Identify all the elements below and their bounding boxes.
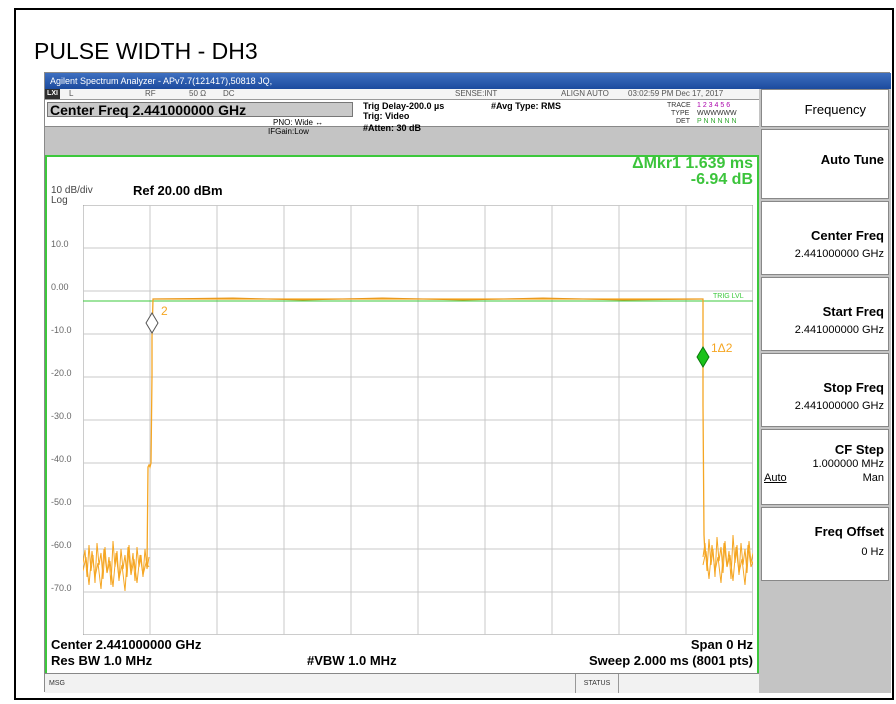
- align-label: ALIGN AUTO: [561, 89, 609, 98]
- plot-panel: ΔMkr1 1.639 ms -6.94 dB 10 dB/div Log Re…: [45, 155, 759, 693]
- info-bar: LXI L RF 50 Ω DC SENSE:INT ALIGN AUTO 03…: [45, 89, 759, 136]
- stop-freq-softkey[interactable]: Stop Freq 2.441000000 GHz: [761, 353, 889, 427]
- datetime-label: 03:02:59 PM Dec 17, 2017: [628, 89, 724, 98]
- sense-label: SENSE:INT: [455, 89, 498, 98]
- stop-freq-label: Stop Freq: [823, 380, 884, 395]
- freq-offset-value: 0 Hz: [861, 546, 884, 558]
- cf-step-auto-option[interactable]: Auto: [764, 472, 787, 484]
- y-tick-label: -20.0: [51, 368, 72, 378]
- input-l-label: L: [69, 89, 74, 98]
- menu-title-label: Frequency: [804, 102, 866, 117]
- y-tick-label: -60.0: [51, 540, 72, 550]
- softkey-panel: Frequency Auto Tune Center Freq 2.441000…: [759, 89, 891, 693]
- lxi-badge: LXI: [45, 89, 60, 99]
- sweep-footer: Sweep 2.000 ms (8001 pts): [588, 653, 753, 668]
- trace-label: TRACE: [667, 102, 691, 109]
- trace-digits: 1 2 3 4 5 6: [697, 102, 731, 109]
- spectrum-analyzer-window: Agilent Spectrum Analyzer - APv7.7(12141…: [44, 72, 891, 693]
- ref-level-label: Ref 20.00 dBm: [133, 183, 223, 198]
- marker-2-label: 2: [161, 304, 168, 318]
- center-freq-header[interactable]: Center Freq 2.441000000 GHz: [47, 102, 353, 117]
- avg-type-label: #Avg Type: RMS: [491, 101, 562, 111]
- graticule-horizontal-lines: [83, 247, 753, 593]
- cf-step-man-option[interactable]: Man: [862, 472, 884, 484]
- start-freq-value: 2.441000000 GHz: [794, 324, 884, 336]
- window-titlebar: Agilent Spectrum Analyzer - APv7.7(12141…: [45, 73, 891, 89]
- marker-delta-readout: ΔMkr1 1.639 ms: [632, 155, 753, 172]
- y-tick-label: -70.0: [51, 583, 72, 593]
- trace-plot: TRIG LVL 2 1Δ2: [83, 205, 753, 635]
- cf-step-softkey[interactable]: CF Step 1.000000 MHz Auto Man: [761, 429, 889, 505]
- noise-right: [702, 534, 753, 586]
- noise-left: [83, 540, 150, 592]
- center-freq-softkey-label: Center Freq: [811, 228, 884, 243]
- vbw-footer: #VBW 1.0 MHz: [307, 653, 397, 668]
- y-tick-label: 10.0: [51, 239, 69, 249]
- cf-step-value: 1.000000 MHz: [812, 458, 884, 470]
- auto-tune-label: Auto Tune: [820, 152, 884, 167]
- y-tick-label: -10.0: [51, 325, 72, 335]
- freq-offset-softkey[interactable]: Freq Offset 0 Hz: [761, 507, 889, 581]
- y-tick-label: -40.0: [51, 454, 72, 464]
- y-tick-label: -50.0: [51, 497, 72, 507]
- det-value: P N N N N N: [697, 118, 737, 125]
- y-tick-label: 0.00: [51, 282, 69, 292]
- document-title: PULSE WIDTH - DH3: [34, 38, 258, 64]
- ifgain-label: IFGain:Low: [268, 127, 309, 136]
- scale-label: 10 dB/div: [51, 185, 93, 196]
- status-bar: MSG STATUS: [45, 673, 759, 693]
- status-label: STATUS: [575, 674, 619, 693]
- span-footer: Span 0 Hz: [690, 637, 753, 652]
- center-freq-footer: Center 2.441000000 GHz: [51, 637, 202, 652]
- trig-delay-label: Trig Delay-200.0 µs: [363, 101, 445, 111]
- status-row: LXI L RF 50 Ω DC SENSE:INT ALIGN AUTO 03…: [45, 89, 759, 100]
- scale-type-label: Log: [51, 195, 68, 206]
- softkey-menu-title: Frequency: [761, 89, 889, 127]
- msg-label: MSG: [49, 680, 65, 687]
- center-freq-softkey[interactable]: Center Freq 2.441000000 GHz: [761, 201, 889, 275]
- atten-label: #Atten: 30 dB: [363, 123, 422, 133]
- rf-label: RF: [145, 89, 156, 98]
- y-tick-label: -30.0: [51, 411, 72, 421]
- type-value: WWWWWW: [697, 110, 737, 117]
- det-label: DET: [676, 118, 690, 125]
- marker-2-diamond: [145, 312, 159, 334]
- pno-label: PNO: Wide ↔: [273, 118, 324, 127]
- start-freq-label: Start Freq: [822, 304, 884, 319]
- pulse-trace: [146, 298, 706, 568]
- pulse-top-ripple: [152, 297, 704, 301]
- trig-level-label: TRIG LVL: [713, 293, 744, 300]
- start-freq-softkey[interactable]: Start Freq 2.441000000 GHz: [761, 277, 889, 351]
- type-label: TYPE: [671, 110, 690, 117]
- cf-step-label: CF Step: [834, 442, 884, 457]
- rbw-footer: Res BW 1.0 MHz: [51, 653, 153, 668]
- marker-1-diamond: [696, 346, 710, 368]
- impedance-label: 50 Ω: [189, 89, 207, 98]
- auto-tune-softkey[interactable]: Auto Tune: [761, 129, 889, 199]
- marker-level-readout: -6.94 dB: [690, 171, 753, 188]
- marker-1-label: 1Δ2: [711, 341, 733, 355]
- coupling-label: DC: [223, 89, 235, 98]
- trig-type-label: Trig: Video: [363, 111, 410, 121]
- center-freq-softkey-value: 2.441000000 GHz: [794, 248, 884, 260]
- freq-offset-label: Freq Offset: [814, 524, 884, 539]
- stop-freq-value: 2.441000000 GHz: [794, 400, 884, 412]
